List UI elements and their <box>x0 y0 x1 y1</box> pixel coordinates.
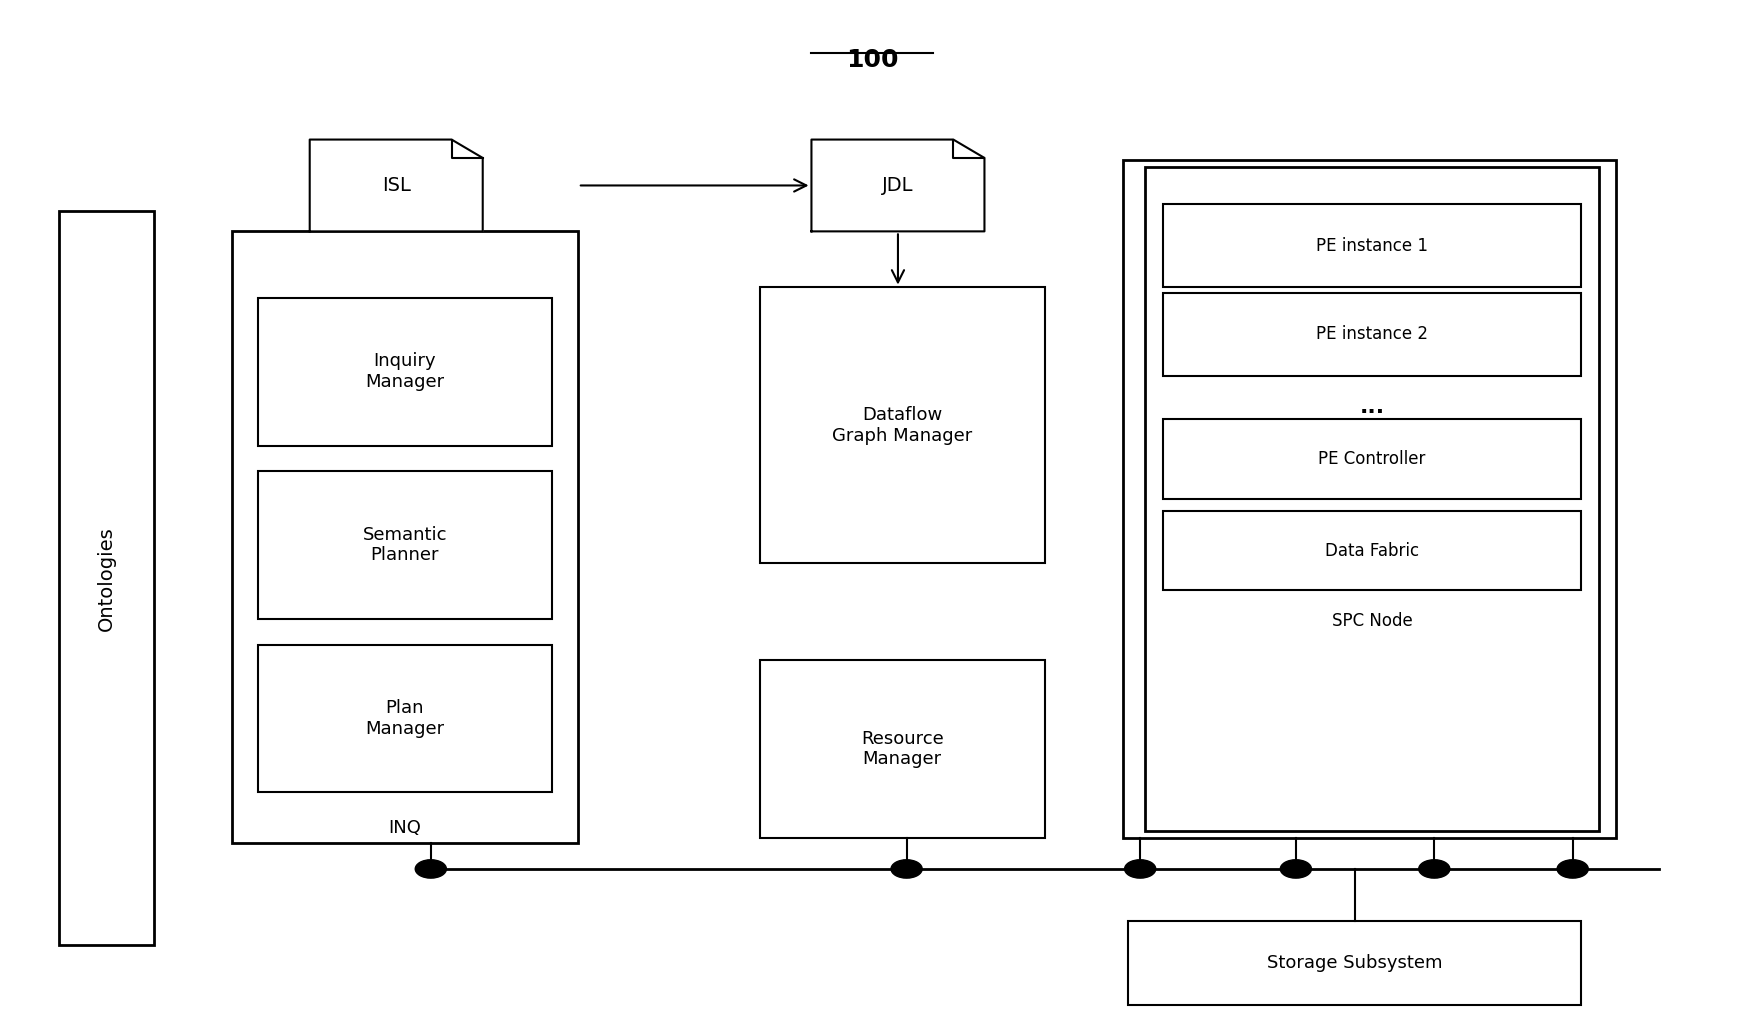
Circle shape <box>1280 859 1311 878</box>
Text: Plan
Manager: Plan Manager <box>364 699 445 738</box>
Text: Inquiry
Manager: Inquiry Manager <box>364 353 445 391</box>
Text: 100: 100 <box>846 48 898 71</box>
Text: ISL: ISL <box>382 176 410 195</box>
Text: PE Controller: PE Controller <box>1318 450 1425 467</box>
Circle shape <box>891 859 923 878</box>
FancyBboxPatch shape <box>760 287 1045 562</box>
FancyBboxPatch shape <box>1163 204 1582 287</box>
Text: Data Fabric: Data Fabric <box>1325 542 1420 559</box>
FancyBboxPatch shape <box>258 644 551 792</box>
FancyBboxPatch shape <box>760 660 1045 839</box>
Text: JDL: JDL <box>882 176 914 195</box>
FancyBboxPatch shape <box>1123 160 1617 839</box>
Text: PE instance 1: PE instance 1 <box>1317 237 1428 254</box>
FancyBboxPatch shape <box>232 232 577 844</box>
Circle shape <box>1418 859 1449 878</box>
FancyBboxPatch shape <box>59 211 153 945</box>
Text: Storage Subsystem: Storage Subsystem <box>1266 953 1442 972</box>
Text: Resource
Manager: Resource Manager <box>862 730 944 768</box>
FancyBboxPatch shape <box>258 472 551 619</box>
Text: Ontologies: Ontologies <box>98 526 115 631</box>
Text: SPC Node: SPC Node <box>1332 612 1413 630</box>
FancyBboxPatch shape <box>1163 419 1582 498</box>
FancyBboxPatch shape <box>1163 511 1582 590</box>
Text: Semantic
Planner: Semantic Planner <box>363 525 446 565</box>
Circle shape <box>415 859 446 878</box>
FancyBboxPatch shape <box>1146 168 1599 831</box>
FancyBboxPatch shape <box>1128 921 1582 1005</box>
Text: INQ: INQ <box>389 819 422 838</box>
Polygon shape <box>310 140 483 232</box>
FancyBboxPatch shape <box>258 298 551 446</box>
Circle shape <box>1557 859 1589 878</box>
Text: Dataflow
Graph Manager: Dataflow Graph Manager <box>832 405 973 445</box>
Circle shape <box>1125 859 1156 878</box>
Polygon shape <box>811 140 984 232</box>
Text: ...: ... <box>1359 397 1385 417</box>
Text: PE instance 2: PE instance 2 <box>1317 326 1428 343</box>
FancyBboxPatch shape <box>1163 293 1582 376</box>
